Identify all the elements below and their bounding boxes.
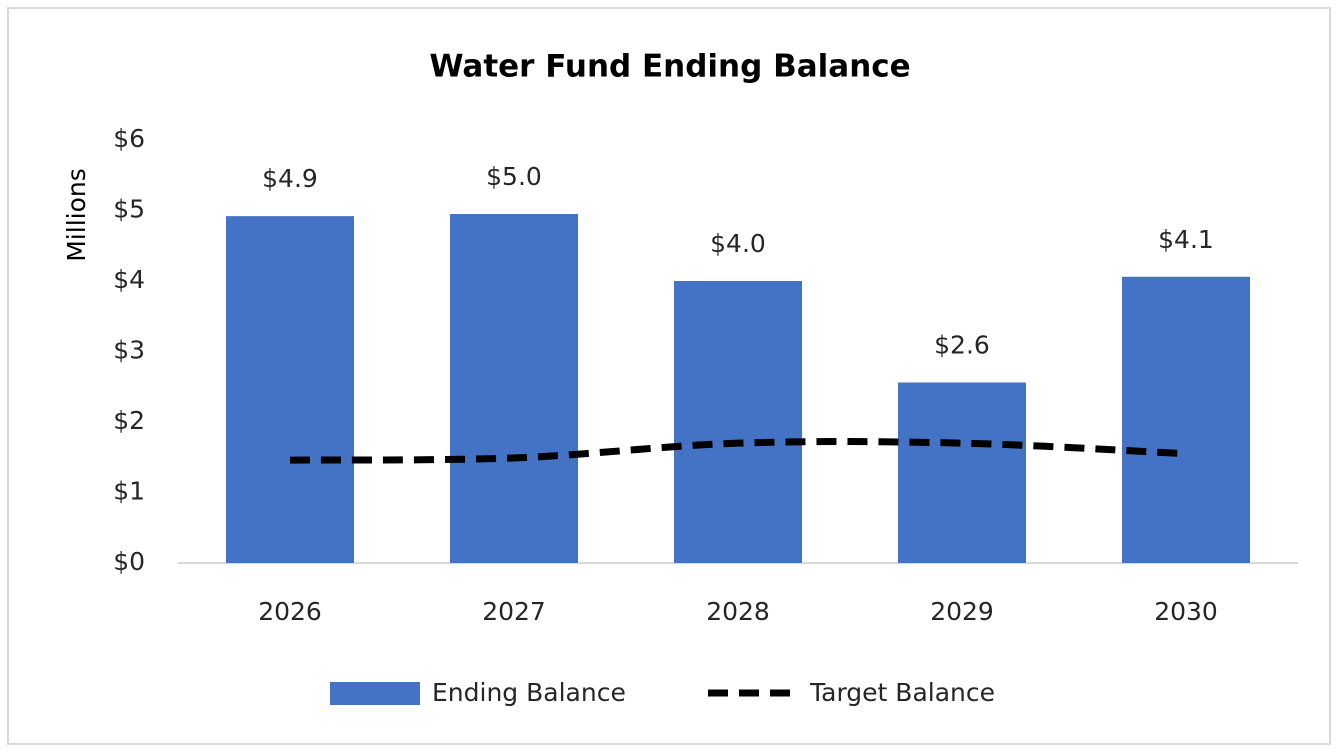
y-tick-label: $5 bbox=[113, 195, 145, 224]
y-axis-label: Millions bbox=[62, 168, 91, 262]
chart-title: Water Fund Ending Balance bbox=[429, 49, 910, 85]
y-tick-label: $4 bbox=[113, 265, 145, 294]
x-tick-label: 2029 bbox=[930, 597, 994, 626]
data-label: $5.0 bbox=[486, 162, 542, 191]
y-tick-label: $0 bbox=[113, 547, 145, 576]
data-label: $4.9 bbox=[262, 164, 318, 193]
bar bbox=[1122, 276, 1250, 563]
legend-label: Ending Balance bbox=[432, 678, 626, 707]
y-tick-label: $2 bbox=[113, 406, 145, 435]
x-tick-label: 2030 bbox=[1154, 597, 1218, 626]
x-tick-label: 2028 bbox=[706, 597, 770, 626]
data-label: $2.6 bbox=[934, 331, 990, 360]
y-tick-label: $1 bbox=[113, 477, 145, 506]
bar bbox=[898, 382, 1026, 563]
target-line bbox=[289, 438, 1187, 464]
y-tick-label: $6 bbox=[113, 124, 145, 153]
data-label: $4.0 bbox=[710, 229, 766, 258]
legend-swatch bbox=[330, 682, 420, 705]
y-tick-label: $3 bbox=[113, 336, 145, 365]
bar bbox=[226, 216, 354, 563]
x-tick-label: 2026 bbox=[258, 597, 322, 626]
bar bbox=[450, 214, 578, 563]
x-tick-label: 2027 bbox=[482, 597, 546, 626]
bar bbox=[674, 281, 802, 563]
data-label: $4.1 bbox=[1158, 225, 1214, 254]
legend-label: Target Balance bbox=[809, 678, 995, 707]
